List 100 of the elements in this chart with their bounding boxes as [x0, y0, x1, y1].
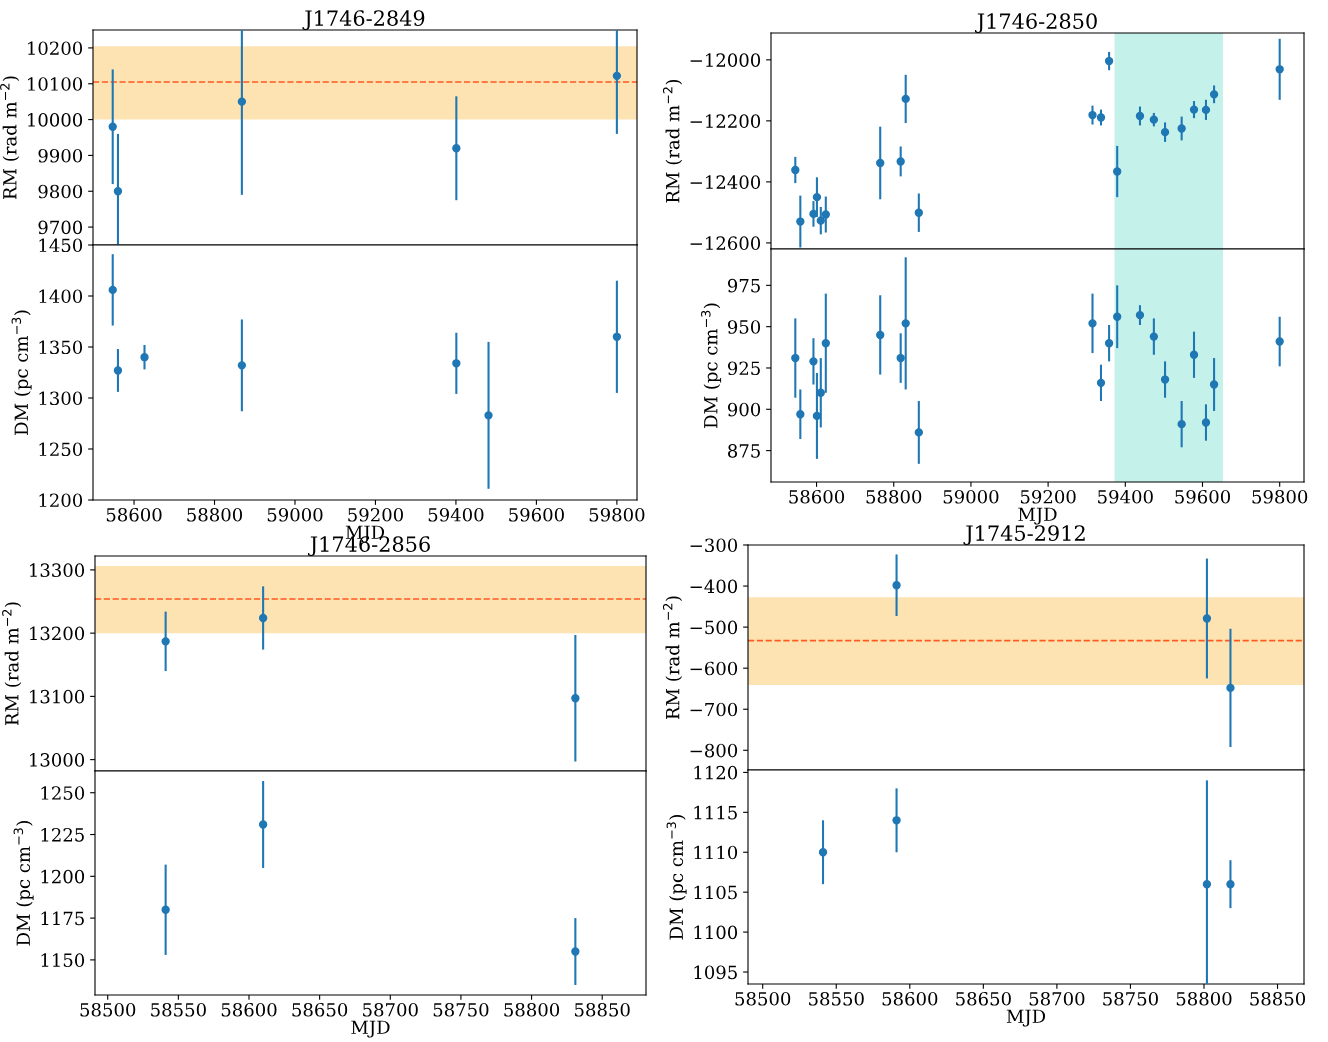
y-tick-label: 1095: [694, 965, 737, 980]
point: [161, 637, 170, 646]
y-tick-label: 1120: [694, 765, 738, 780]
x-tick-label: 58600: [789, 489, 845, 504]
point: [140, 353, 149, 362]
point: [892, 581, 901, 590]
point: [484, 411, 493, 420]
y-tick-label: 9700: [38, 220, 83, 235]
point: [914, 208, 923, 217]
x-tick-label: 58600: [882, 991, 938, 1006]
point: [1209, 380, 1219, 389]
point: [1113, 312, 1122, 321]
point: [821, 210, 830, 219]
y-tick-label: 13000: [30, 753, 85, 767]
y-tick-label: 1115: [694, 805, 737, 820]
x-tick-label: 58800: [187, 507, 243, 522]
y-tick-label: 10200: [28, 41, 83, 56]
x-tick-label: 59000: [943, 489, 999, 504]
point: [896, 353, 905, 363]
point: [258, 613, 268, 623]
x-tick-label: 58550: [809, 991, 864, 1006]
y-tick-label: 9800: [38, 184, 83, 199]
point: [237, 97, 247, 106]
point: [1202, 880, 1212, 889]
x-tick-label: 58700: [363, 1002, 418, 1017]
y-tick-label: 1200: [39, 493, 83, 508]
x-tick-label: 59600: [1175, 489, 1231, 504]
point: [796, 410, 805, 419]
x-tick-label: 58650: [956, 991, 1011, 1006]
point: [818, 848, 828, 857]
y-axis-title: RM (rad m$^{−2}$): [0, 76, 20, 200]
point: [892, 816, 901, 825]
point: [1135, 111, 1145, 121]
y-tick-label: 10000: [28, 113, 83, 127]
point: [1226, 880, 1235, 889]
x-tick-label: 58850: [575, 1002, 630, 1017]
point: [161, 905, 170, 914]
y-tick-label: 1200: [41, 869, 85, 884]
point: [1088, 110, 1097, 120]
point: [812, 192, 822, 202]
x-axis-title: MJD: [1006, 1009, 1046, 1027]
y-tick-label: 875: [728, 444, 760, 458]
x-tick-label: 59200: [348, 507, 403, 522]
chart-title: J1746-2849: [302, 10, 425, 30]
point: [901, 319, 910, 328]
x-tick-label: 59600: [509, 507, 564, 522]
point: [1189, 105, 1199, 114]
x-tick-label: 58800: [866, 489, 922, 504]
x-tick-label: 58600: [106, 507, 162, 522]
point: [571, 947, 580, 956]
y-tick-label: 1250: [41, 786, 85, 800]
point: [1160, 127, 1170, 137]
y-tick-label: 13100: [30, 689, 85, 704]
y-tick-label: −800: [690, 743, 738, 758]
point: [113, 187, 123, 196]
point: [452, 359, 461, 368]
x-tick-label: 58850: [1250, 991, 1306, 1006]
y-tick-label: 1110: [694, 845, 738, 860]
y-tick-label: 1250: [39, 442, 83, 457]
point: [1135, 310, 1145, 320]
point: [1202, 614, 1212, 623]
chart-title: J1746-2850: [975, 13, 1097, 33]
y-tick-label: −12600: [690, 236, 761, 251]
point: [1226, 683, 1235, 693]
point: [1096, 378, 1106, 388]
point: [113, 366, 123, 375]
point: [1177, 419, 1186, 429]
y-tick-label: −400: [690, 579, 738, 594]
y-axis-title: DM (pc cm$^{−3}$): [666, 815, 687, 940]
point: [914, 428, 923, 437]
y-tick-label: 1350: [39, 340, 83, 355]
point: [901, 94, 910, 104]
y-tick-label: 1105: [694, 885, 737, 900]
x-tick-label: 58600: [221, 1002, 277, 1017]
x-tick-label: 59000: [267, 507, 323, 522]
point: [791, 353, 800, 363]
point: [1088, 319, 1097, 328]
point: [1201, 105, 1211, 115]
y-tick-label: −12000: [690, 53, 761, 67]
point: [1149, 332, 1159, 341]
x-tick-label: 59800: [589, 507, 645, 522]
y-tick-label: 1225: [41, 827, 84, 842]
y-tick-label: 900: [727, 402, 761, 417]
point: [876, 330, 885, 340]
point: [1113, 167, 1122, 176]
point: [571, 694, 580, 703]
point: [258, 820, 268, 829]
y-tick-label: −12400: [690, 175, 761, 189]
point: [237, 361, 247, 370]
y-tick-label: 13300: [30, 563, 85, 578]
x-tick-label: 59800: [1252, 489, 1308, 504]
point: [809, 357, 818, 366]
x-tick-label: 59400: [428, 507, 484, 522]
y-tick-label: −500: [690, 620, 738, 635]
x-tick-label: 58800: [504, 1002, 560, 1017]
point: [1104, 339, 1114, 348]
x-tick-label: 58750: [1103, 991, 1158, 1006]
y-axis-title: RM (rad m$^{−2}$): [662, 79, 683, 203]
y-tick-label: −12200: [690, 114, 761, 128]
point: [108, 285, 117, 295]
